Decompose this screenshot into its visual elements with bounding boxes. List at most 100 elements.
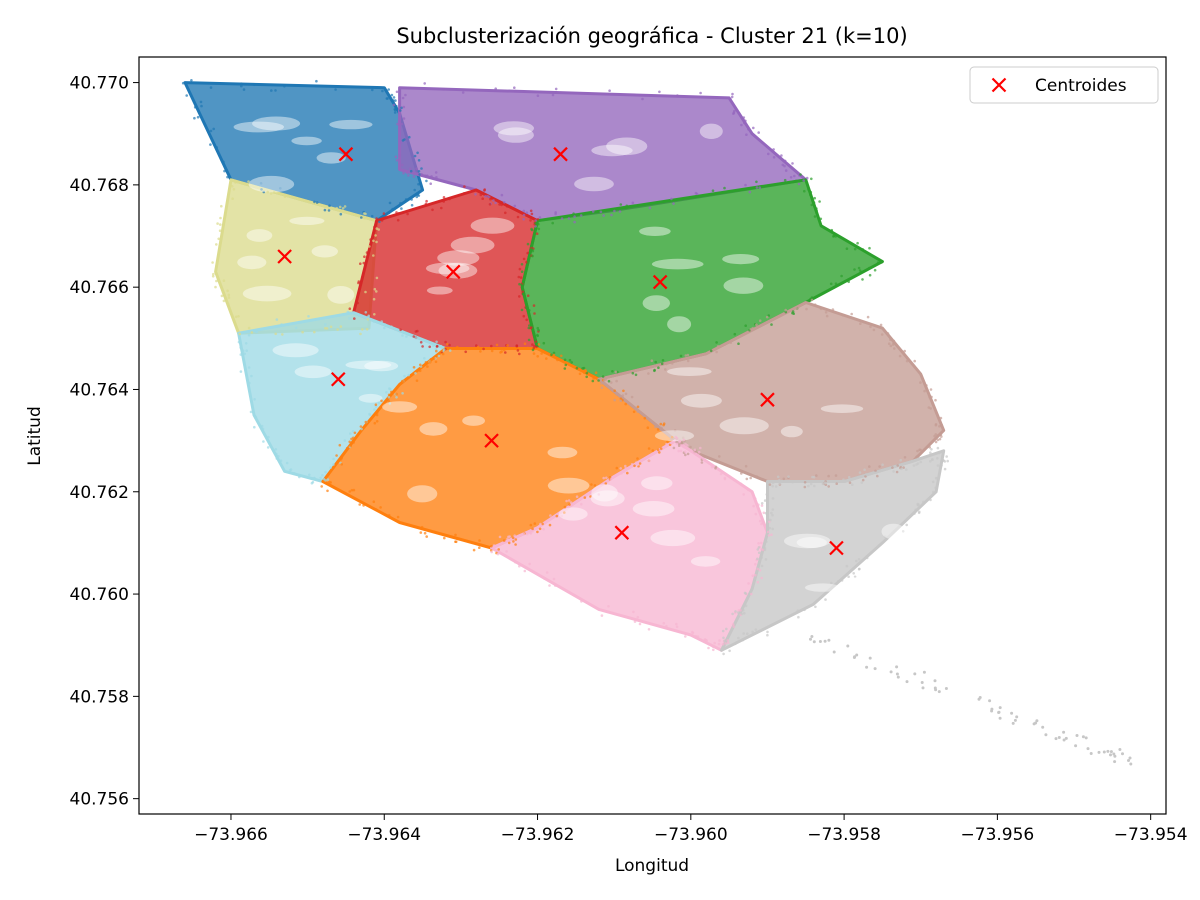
data-point [522,213,526,217]
data-point [763,499,767,502]
data-point [376,411,379,414]
data-point [490,550,494,554]
data-point [925,384,928,387]
data-point [560,354,563,358]
data-point [621,394,625,397]
data-point [876,261,880,264]
data-point [893,347,896,350]
data-point [669,438,673,441]
data-point [636,410,640,413]
data-point [209,129,213,133]
data-point [341,207,345,210]
data-point [533,312,536,315]
data-point [440,349,444,353]
density-gap [291,136,322,146]
data-point [766,530,770,534]
data-point [873,268,877,272]
data-point [733,332,737,336]
data-point [755,323,758,327]
data-point [923,389,926,393]
data-point [478,539,481,542]
density-gap [722,254,760,265]
data-point [866,315,870,319]
data-point [313,330,316,334]
data-point [358,503,362,506]
data-point [514,538,518,541]
legend-label-centroides: Centroides [1035,76,1127,96]
data-point [922,500,925,504]
data-point [298,475,301,479]
data-point [830,230,833,233]
data-point [540,352,543,355]
data-point [921,456,925,460]
data-point [847,280,850,284]
data-point [766,518,769,522]
data-point [718,639,721,642]
data-point [327,209,331,212]
data-point [728,649,731,653]
data-point [600,614,604,617]
data-point [315,84,318,88]
data-point [605,476,608,480]
data-point [682,438,686,442]
data-point [529,244,533,248]
data-point [554,212,557,216]
data-point [686,359,690,363]
data-point [880,261,883,264]
data-point [446,342,449,346]
data-point [860,481,864,484]
data-point [784,169,788,172]
data-point [494,87,498,90]
data-point [915,455,918,459]
data-point [269,192,273,195]
data-point [529,209,533,213]
data-point [399,141,403,144]
data-point [575,366,579,370]
data-point [675,442,679,446]
data-point [209,143,212,146]
data-point [1074,744,1078,748]
data-point [632,410,636,414]
data-point [758,569,762,572]
density-gap [723,277,764,294]
data-point [279,459,283,463]
data-point [216,222,219,225]
data-point [531,527,534,531]
data-point [225,168,228,172]
density-gap [820,404,864,414]
data-point [767,152,770,156]
data-point [831,308,835,311]
density-gap [407,485,438,503]
density-gap [845,591,881,604]
data-point [219,223,222,226]
data-point [754,628,758,631]
data-point [335,454,338,457]
data-point [239,353,243,356]
data-point [377,407,381,411]
data-point [573,220,576,224]
data-point [597,379,600,382]
data-point [532,352,536,355]
data-point [898,354,902,358]
data-point [226,175,229,179]
data-point [933,679,937,683]
data-point [311,480,315,484]
data-point [222,299,226,303]
data-point [664,368,667,371]
data-point [442,196,446,199]
data-point [757,509,761,512]
data-point [261,427,265,431]
data-point [310,477,314,480]
data-point [375,413,379,417]
data-point [939,416,943,420]
data-point [813,215,817,218]
data-point [552,351,556,355]
data-point [431,208,434,212]
data-point [410,203,414,207]
data-point [551,221,554,225]
data-point [222,279,226,283]
data-point [434,360,438,364]
data-point [940,464,943,467]
data-point [721,643,725,646]
